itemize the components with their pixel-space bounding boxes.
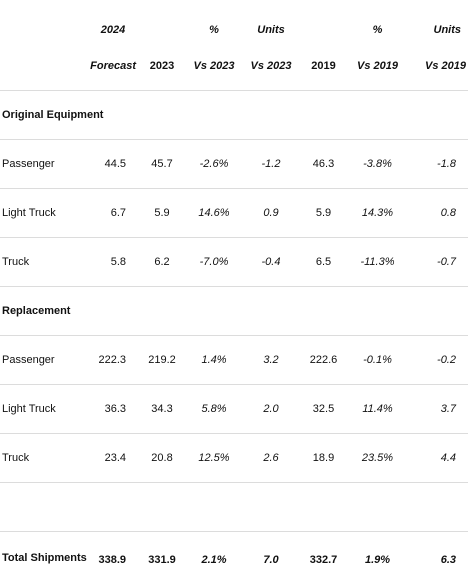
- header-units: Units: [242, 19, 300, 41]
- header-2019: 2019: [300, 41, 347, 91]
- table-row: Truck 5.8 6.2 -7.0% -0.4 6.5 -11.3% -0.7: [0, 238, 468, 287]
- total-forecast: 338.9: [88, 532, 138, 584]
- cell-2019: 5.9: [300, 189, 347, 238]
- cell-vs2019-units: 4.4: [408, 434, 468, 483]
- total-vs2019-units: 6.3: [408, 532, 468, 584]
- cell-2023: 219.2: [138, 336, 186, 385]
- spacer-cell: [0, 483, 468, 532]
- cell-2019: 32.5: [300, 385, 347, 434]
- cell-forecast: 23.4: [88, 434, 138, 483]
- row-label: Truck: [0, 238, 88, 287]
- total-2023: 331.9: [138, 532, 186, 584]
- cell-vs2019-pct: 23.5%: [347, 434, 408, 483]
- cell-vs2019-pct: 14.3%: [347, 189, 408, 238]
- header-row-top: 2024 % Units % Units: [0, 19, 468, 41]
- cell-vs2023-pct: -2.6%: [186, 140, 242, 189]
- cell-vs2019-units: -0.7: [408, 238, 468, 287]
- total-row: Total Shipments 338.9 331.9 2.1% 7.0 332…: [0, 532, 468, 584]
- cell-vs2023-units: 0.9: [242, 189, 300, 238]
- header-blank-2023: [138, 19, 186, 41]
- header-blank-2019: [300, 19, 347, 41]
- section-row-replacement: Replacement: [0, 287, 468, 336]
- cell-vs2019-units: 3.7: [408, 385, 468, 434]
- cell-vs2019-pct: -0.1%: [347, 336, 408, 385]
- total-vs2019-pct: 1.9%: [347, 532, 408, 584]
- cell-vs2023-units: -0.4: [242, 238, 300, 287]
- cell-2023: 45.7: [138, 140, 186, 189]
- cell-vs2023-pct: 14.6%: [186, 189, 242, 238]
- cell-vs2019-pct: 11.4%: [347, 385, 408, 434]
- cell-vs2023-pct: -7.0%: [186, 238, 242, 287]
- cell-vs2023-units: 3.2: [242, 336, 300, 385]
- header-pct-2: %: [347, 19, 408, 41]
- section-label: Replacement: [0, 287, 468, 336]
- header-forecast: Forecast: [88, 41, 138, 91]
- total-vs2023-units: 7.0: [242, 532, 300, 584]
- header-blank: [0, 19, 88, 41]
- cell-vs2019-units: -1.8: [408, 140, 468, 189]
- table-row: Light Truck 6.7 5.9 14.6% 0.9 5.9 14.3% …: [0, 189, 468, 238]
- cell-vs2023-pct: 1.4%: [186, 336, 242, 385]
- header-row-bottom: Forecast 2023 Vs 2023 Vs 2023 2019 Vs 20…: [0, 41, 468, 91]
- cell-vs2023-units: 2.6: [242, 434, 300, 483]
- cell-forecast: 5.8: [88, 238, 138, 287]
- cell-vs2023-units: 2.0: [242, 385, 300, 434]
- row-label: Light Truck: [0, 385, 88, 434]
- row-label: Truck: [0, 434, 88, 483]
- header-vs2023-pct: Vs 2023: [186, 41, 242, 91]
- cell-2023: 34.3: [138, 385, 186, 434]
- total-vs2023-pct: 2.1%: [186, 532, 242, 584]
- cell-2019: 18.9: [300, 434, 347, 483]
- header-vs2019-pct: Vs 2019: [347, 41, 408, 91]
- header-2023: 2023: [138, 41, 186, 91]
- cell-forecast: 6.7: [88, 189, 138, 238]
- section-row-original-equipment: Original Equipment: [0, 91, 468, 140]
- cell-forecast: 44.5: [88, 140, 138, 189]
- cell-forecast: 222.3: [88, 336, 138, 385]
- header-vs2019-units: Vs 2019: [408, 41, 468, 91]
- header-2024: 2024: [88, 19, 138, 41]
- header-vs2023-units: Vs 2023: [242, 41, 300, 91]
- spacer-row: [0, 483, 468, 532]
- row-label: Passenger: [0, 336, 88, 385]
- table-row: Light Truck 36.3 34.3 5.8% 2.0 32.5 11.4…: [0, 385, 468, 434]
- cell-vs2019-pct: -11.3%: [347, 238, 408, 287]
- cell-2019: 46.3: [300, 140, 347, 189]
- header-label-blank: [0, 41, 88, 91]
- total-2019: 332.7: [300, 532, 347, 584]
- cell-vs2023-pct: 5.8%: [186, 385, 242, 434]
- row-label: Light Truck: [0, 189, 88, 238]
- cell-2023: 6.2: [138, 238, 186, 287]
- cell-vs2019-pct: -3.8%: [347, 140, 408, 189]
- cell-2019: 222.6: [300, 336, 347, 385]
- cell-2023: 5.9: [138, 189, 186, 238]
- shipments-table: 2024 % Units % Units Forecast 2023 Vs 20…: [0, 19, 468, 584]
- total-label: Total Shipments: [0, 532, 88, 584]
- cell-vs2023-pct: 12.5%: [186, 434, 242, 483]
- cell-2019: 6.5: [300, 238, 347, 287]
- row-label: Passenger: [0, 140, 88, 189]
- cell-forecast: 36.3: [88, 385, 138, 434]
- cell-vs2023-units: -1.2: [242, 140, 300, 189]
- table-row: Truck 23.4 20.8 12.5% 2.6 18.9 23.5% 4.4: [0, 434, 468, 483]
- header-units-2: Units: [408, 19, 468, 41]
- table-row: Passenger 44.5 45.7 -2.6% -1.2 46.3 -3.8…: [0, 140, 468, 189]
- cell-2023: 20.8: [138, 434, 186, 483]
- header-pct: %: [186, 19, 242, 41]
- cell-vs2019-units: -0.2: [408, 336, 468, 385]
- cell-vs2019-units: 0.8: [408, 189, 468, 238]
- table-row: Passenger 222.3 219.2 1.4% 3.2 222.6 -0.…: [0, 336, 468, 385]
- section-label: Original Equipment: [0, 91, 468, 140]
